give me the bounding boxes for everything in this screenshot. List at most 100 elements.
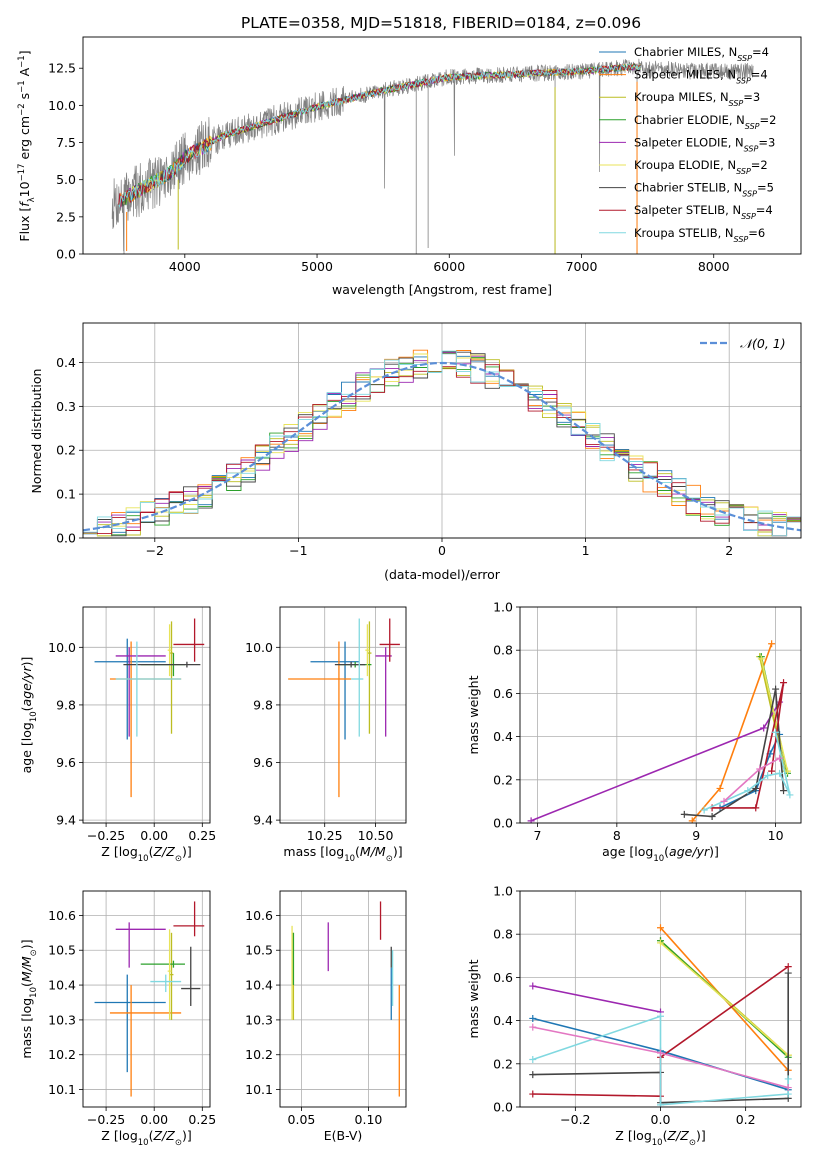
y-tick-label: 0.2 [493, 772, 513, 787]
x-axis-label: wavelength [Angstrom, rest frame] [332, 282, 552, 297]
ticks: 0.05 0.10 10.1 10.2 10.3 10.4 10.5 10.6 [245, 908, 382, 1127]
x-tick-label: −2 [146, 543, 164, 558]
weight-marker [784, 1084, 792, 1092]
y-tick-label: 0.4 [493, 1013, 513, 1028]
weight-line [532, 985, 661, 1013]
y-tick-label: 1.0 [493, 884, 513, 899]
weight-marker [657, 1012, 664, 1020]
weight-marker [752, 804, 760, 812]
axes-frame [519, 890, 802, 1108]
weight-marker [760, 724, 768, 732]
grid [83, 891, 210, 1107]
x-tick-label: 10.25 [307, 828, 343, 843]
plot-area [527, 640, 794, 823]
panel-age-vs-Z: −0.25 0.00 0.25 9.4 9.6 9.8 10.0 Z [log10(Z/Z⊙)… [19, 606, 216, 864]
panel-mass-vs-ebv: 0.05 0.10 10.1 10.2 10.3 10.4 10.5 10.6 E(B-V) [245, 890, 407, 1143]
x-axis-label: Z [log10(Z/Z⊙)] [101, 1128, 191, 1148]
weight-marker [720, 797, 728, 805]
legend-label: Salpeter STELIB, NSSP=4 [634, 203, 773, 221]
model-spectrum [118, 63, 641, 205]
x-tick-label: 1 [582, 543, 590, 558]
y-tick-label: 1.0 [493, 600, 513, 615]
x-tick-label: −0.2 [560, 1112, 590, 1127]
weight-marker [529, 1090, 537, 1098]
weight-line [659, 942, 789, 1056]
grid [280, 891, 406, 1107]
y-tick-label: 0.4 [56, 355, 76, 370]
x-tick-label: 0.0 [651, 1112, 671, 1127]
legend-label: Salpeter MILES, NSSP=4 [634, 68, 768, 86]
plot-area [529, 924, 792, 1107]
y-tick-label: 0.6 [493, 970, 513, 985]
y-tick-label: 0.0 [56, 247, 76, 262]
y-tick-label: 10.5 [245, 943, 273, 958]
x-axis-label: Z [log10(Z/Z⊙)] [101, 844, 191, 864]
y-tick-label: 0.4 [493, 729, 513, 744]
y-tick-label: 2.5 [56, 209, 76, 224]
model-spectrum [118, 63, 641, 205]
x-tick-label: 0 [438, 543, 446, 558]
x-tick-label: 0.10 [355, 1112, 383, 1127]
legend-label: Chabrier STELIB, NSSP=5 [634, 181, 774, 199]
weight-marker [776, 769, 784, 777]
weight-marker [772, 685, 780, 693]
grid [83, 607, 210, 823]
ticks: −2 −1 0 1 2 0.0 0.1 0.2 0.3 0.4 [56, 355, 733, 558]
panel-spectrum: 4000 5000 6000 7000 8000 0.0 2.5 5.0 7.5 10.0 12.5… [17, 36, 802, 297]
weight-marker [716, 784, 724, 792]
x-tick-label: 10.50 [358, 828, 394, 843]
weight-marker [768, 767, 776, 775]
y-axis-label: age [log10(age/yr)] [19, 657, 39, 774]
x-tick-label: 0.2 [736, 1112, 756, 1127]
weight-marker [657, 924, 664, 932]
y-tick-label: 10.2 [48, 1047, 76, 1062]
axes-frame [82, 36, 802, 255]
y-tick-label: 12.5 [48, 61, 76, 76]
axes-frame [82, 322, 802, 539]
weight-line [760, 658, 789, 772]
axes-frame [279, 890, 407, 1108]
weight-marker [688, 817, 696, 823]
weight-line [712, 681, 785, 809]
axes-frame [82, 606, 211, 824]
panel-weight-vs-Z: −0.2 0.0 0.2 0.0 0.2 0.4 0.6 0.8 1.0 Z [log10(Z/Z… [466, 884, 802, 1148]
x-tick-label: 0.25 [188, 828, 216, 843]
legend-label: Salpeter ELODIE, NSSP=3 [634, 135, 775, 153]
x-axis-label: (data-model)/error [384, 567, 501, 582]
weight-marker [757, 655, 765, 663]
weight-marker [657, 1049, 664, 1057]
legend: 𝒩(0, 1) [700, 336, 786, 351]
x-axis-label: E(B-V) [324, 1128, 363, 1143]
model-spectrum [118, 63, 641, 205]
plot-area [94, 901, 205, 1097]
y-tick-label: 10.1 [245, 1082, 273, 1097]
x-tick-label: −1 [289, 543, 307, 558]
y-axis-label: Flux [fλ10−17 erg cm−2 s−1 A−1] [17, 50, 37, 241]
weight-marker [744, 787, 752, 795]
x-tick-label: 0.05 [288, 1112, 316, 1127]
weight-marker [780, 679, 788, 687]
y-tick-label: 10.3 [48, 1012, 76, 1027]
grid [280, 607, 406, 823]
legend-label: Chabrier MILES, NSSP=4 [634, 45, 769, 63]
y-tick-label: 9.8 [56, 697, 76, 712]
observed-spectrum [111, 58, 754, 252]
weight-marker [529, 1023, 537, 1031]
weight-marker [786, 791, 794, 799]
residual-histogram [83, 350, 801, 537]
ticks: 10.25 10.50 9.4 9.6 9.8 10.0 [245, 640, 393, 843]
weight-marker [657, 939, 664, 947]
y-tick-label: 9.8 [253, 697, 273, 712]
weight-marker [784, 963, 792, 971]
weight-line [530, 701, 781, 822]
y-axis-label: mass [log10(M/M⊙)] [19, 939, 39, 1058]
panel-weight-vs-age: 7 8 9 10 0.0 0.2 0.4 0.6 0.8 1.0 age [log10(age/yr… [466, 600, 802, 864]
model-spectrum [118, 63, 641, 207]
weight-marker [657, 1101, 664, 1107]
weight-marker [784, 1075, 792, 1083]
x-axis-label: mass [log10(M/M⊙)] [283, 844, 402, 864]
y-tick-label: 0.2 [56, 443, 76, 458]
panel-residuals: −2 −1 0 1 2 0.0 0.1 0.2 0.3 0.4 𝒩(0, 1) (data-model… [29, 322, 802, 582]
y-tick-label: 0.8 [493, 927, 513, 942]
x-tick-label: 6000 [433, 259, 465, 274]
